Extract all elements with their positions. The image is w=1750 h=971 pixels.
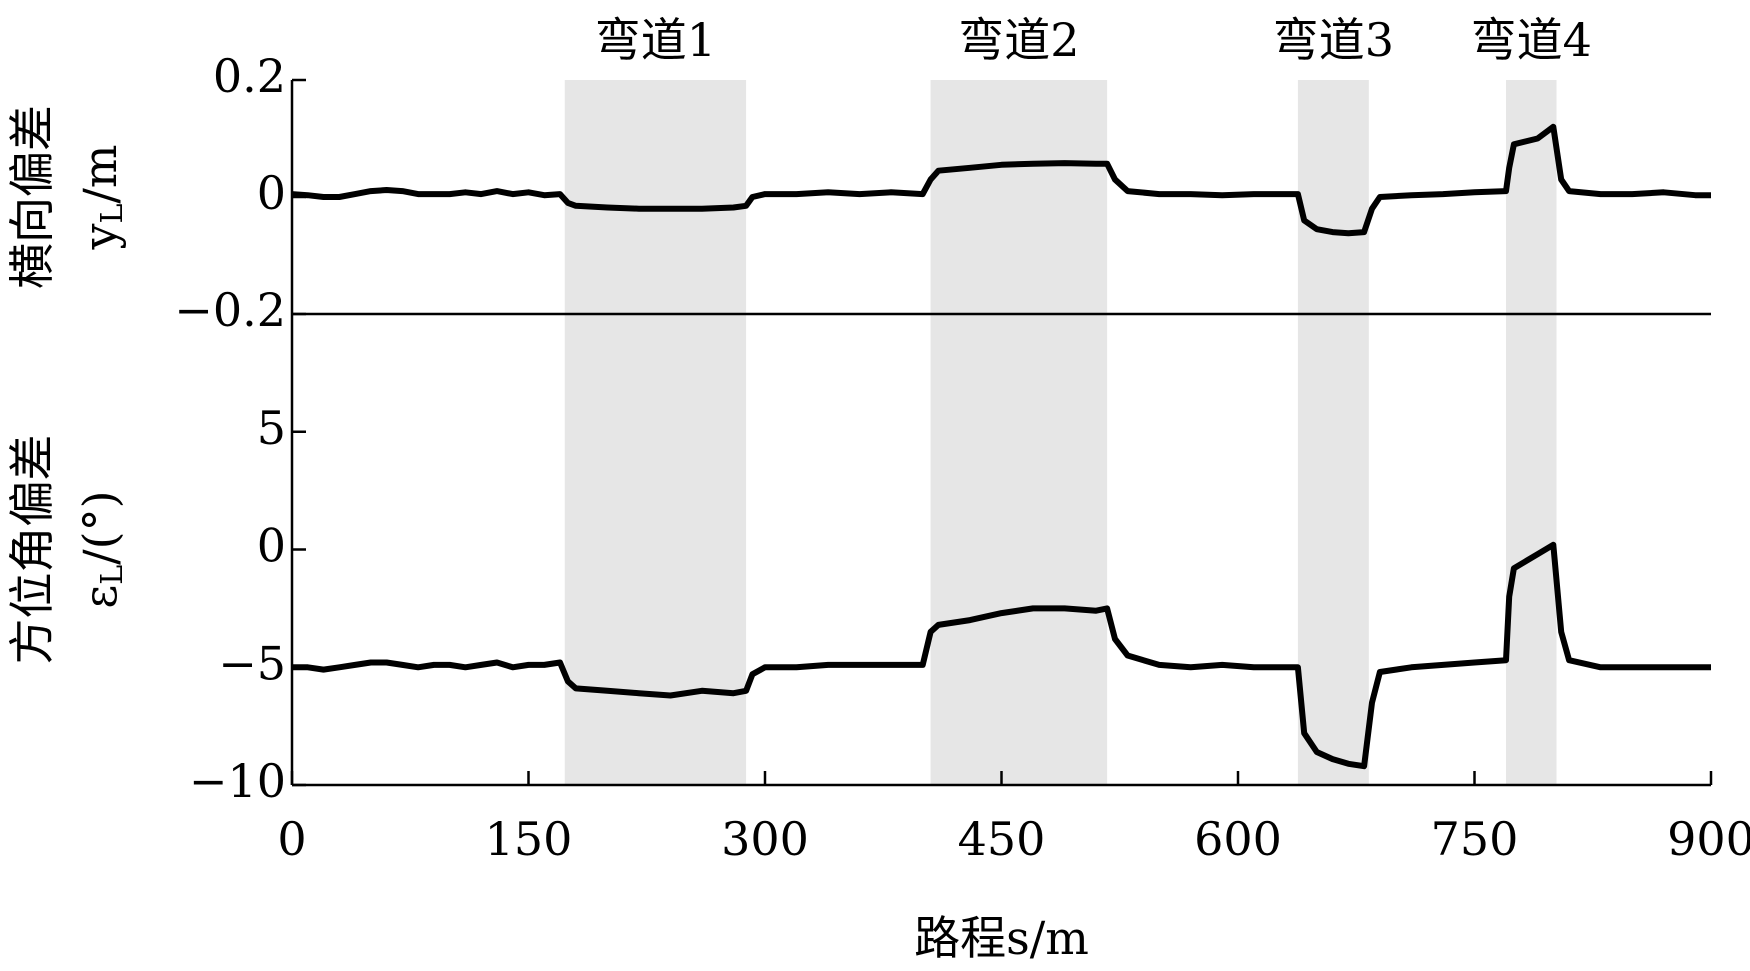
y-axis-symbol: εL/(°) bbox=[73, 490, 130, 608]
y-tick-label: −10 bbox=[189, 754, 286, 808]
x-axis-label: 路程s/m bbox=[914, 911, 1089, 965]
y-axis-label: 横向偏差 bbox=[5, 105, 59, 289]
x-tick-label: 900 bbox=[1667, 812, 1750, 866]
data-line bbox=[292, 541, 1711, 770]
region-label: 弯道4 bbox=[1471, 13, 1592, 67]
y-tick-label: 5 bbox=[257, 401, 286, 455]
x-tick-label: 750 bbox=[1431, 812, 1519, 866]
y-tick-label: −5 bbox=[218, 636, 286, 690]
y-axis-symbol-part: L bbox=[95, 565, 130, 585]
x-tick-label: 450 bbox=[958, 812, 1046, 866]
data-line bbox=[291, 123, 1711, 237]
y-axis-symbol: yL/m bbox=[73, 144, 130, 250]
region-label: 弯道3 bbox=[1273, 13, 1394, 67]
y-tick-label: 0 bbox=[257, 166, 286, 220]
curve-region bbox=[930, 80, 1108, 785]
region-label: 弯道2 bbox=[958, 13, 1079, 67]
x-tick-label: 150 bbox=[485, 812, 573, 866]
curve-region bbox=[1297, 80, 1369, 785]
curve-region bbox=[564, 80, 747, 785]
y-tick-label: −0.2 bbox=[174, 283, 286, 337]
y-tick-label: 0.2 bbox=[213, 49, 286, 103]
x-tick-label: 600 bbox=[1194, 812, 1282, 866]
x-tick-label: 300 bbox=[721, 812, 809, 866]
y-axis-symbol-part: /(°) bbox=[73, 490, 127, 564]
region-label: 弯道1 bbox=[595, 13, 716, 67]
y-axis-symbol-part: L bbox=[95, 204, 130, 224]
y-tick-label: 0 bbox=[257, 519, 286, 573]
y-axis-symbol-part: ε bbox=[73, 585, 127, 609]
y-axis-symbol-part: /m bbox=[73, 144, 127, 203]
x-tick-label: 0 bbox=[277, 812, 306, 866]
y-axis-label: 方位角偏差 bbox=[5, 435, 59, 665]
curve-region bbox=[1506, 80, 1557, 785]
y-axis-symbol-part: y bbox=[73, 224, 127, 251]
